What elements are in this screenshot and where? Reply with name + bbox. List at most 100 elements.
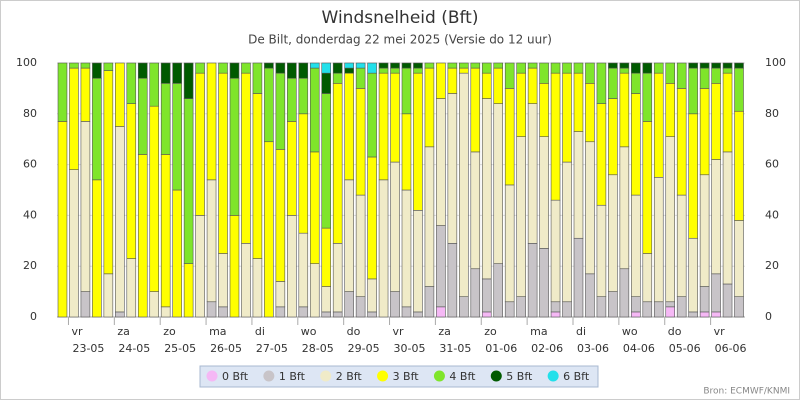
bar-segment bbox=[699, 67, 710, 89]
bar-segment bbox=[722, 72, 733, 153]
bar-segment bbox=[241, 62, 251, 74]
bar-segment bbox=[516, 72, 526, 137]
bar-segment bbox=[57, 121, 68, 318]
bar-segment bbox=[631, 311, 641, 318]
bar-segment bbox=[619, 268, 630, 318]
bar-segment bbox=[699, 286, 710, 313]
bar-segment bbox=[92, 62, 102, 79]
bar-segment bbox=[332, 62, 343, 74]
bar-segment bbox=[550, 311, 561, 318]
bar-segment bbox=[642, 62, 653, 74]
legend-label: 4 Bft bbox=[449, 370, 476, 383]
bar-segment bbox=[401, 62, 412, 69]
bar-segment bbox=[252, 258, 263, 318]
bar-segment bbox=[711, 159, 721, 275]
bar-segment bbox=[195, 72, 205, 216]
bar-segment bbox=[596, 204, 607, 297]
bar-segment bbox=[516, 62, 526, 74]
bar-segment bbox=[424, 286, 435, 318]
bar-segment bbox=[367, 311, 377, 318]
x-tick-day: za bbox=[117, 325, 130, 338]
bar-segment bbox=[115, 311, 125, 318]
bar-segment bbox=[206, 62, 217, 181]
bar-segment bbox=[493, 103, 504, 264]
bar-segment bbox=[504, 301, 515, 318]
bar-segment bbox=[80, 121, 91, 292]
bar-segment bbox=[275, 306, 286, 318]
bar-segment bbox=[516, 136, 526, 297]
bar-segment bbox=[447, 67, 458, 94]
x-tick-date: 04-06 bbox=[623, 342, 655, 355]
bar-segment bbox=[665, 62, 676, 84]
bar-segment bbox=[493, 62, 504, 69]
legend-label: 2 Bft bbox=[336, 370, 363, 383]
bar-segment bbox=[298, 232, 309, 308]
bar-segment bbox=[355, 296, 366, 318]
bar-segment bbox=[550, 62, 561, 74]
bar-segment bbox=[470, 268, 481, 318]
x-tick-day: do bbox=[668, 325, 682, 338]
bar-segment bbox=[149, 105, 160, 292]
bar-segment bbox=[137, 62, 148, 79]
bar-segment bbox=[493, 67, 504, 104]
bar-segment bbox=[57, 62, 68, 122]
bar-segment bbox=[722, 151, 733, 285]
bar-segment bbox=[608, 67, 618, 99]
bar-segment bbox=[275, 149, 286, 282]
bar-segment bbox=[413, 67, 423, 74]
x-tick-day: wo bbox=[301, 325, 317, 338]
bar-segment bbox=[401, 189, 412, 308]
bar-segment bbox=[103, 62, 114, 71]
bar-segment bbox=[699, 62, 710, 69]
bar-segment bbox=[321, 311, 332, 318]
legend-swatch bbox=[263, 370, 275, 382]
y-tick-label: 100 bbox=[16, 56, 37, 69]
bar-segment bbox=[459, 296, 469, 318]
legend-swatch bbox=[547, 370, 559, 382]
bar-segment bbox=[241, 72, 251, 244]
bar-segment bbox=[355, 88, 366, 196]
bar-segment bbox=[275, 62, 286, 74]
bar-segment bbox=[344, 291, 354, 318]
bar-segment bbox=[390, 62, 400, 69]
bar-segment bbox=[711, 83, 721, 160]
bar-segment bbox=[355, 194, 366, 297]
bar-segment bbox=[688, 237, 698, 313]
bar-segment bbox=[527, 243, 538, 318]
bar-segment bbox=[447, 93, 458, 244]
legend-swatch bbox=[490, 370, 502, 382]
bar-segment bbox=[562, 72, 572, 163]
x-tick-day: vr bbox=[71, 325, 83, 338]
bar-segment bbox=[539, 248, 549, 318]
bar-segment bbox=[241, 243, 251, 318]
bar-segment bbox=[287, 215, 297, 318]
bar-segment bbox=[344, 62, 354, 69]
bar-segment bbox=[504, 62, 515, 89]
x-tick-day: vr bbox=[714, 325, 726, 338]
bar-segment bbox=[504, 184, 515, 303]
bar-segment bbox=[206, 301, 217, 318]
bar-segment bbox=[69, 169, 79, 318]
bar-segment bbox=[653, 177, 664, 303]
chart-title: Windsnelheid (Bft) bbox=[322, 8, 479, 28]
bar-segment bbox=[631, 93, 641, 196]
chart-subtitle: De Bilt, donderdag 22 mei 2025 (Versie d… bbox=[248, 33, 552, 47]
bar-segment bbox=[229, 215, 240, 318]
bar-segment bbox=[585, 273, 595, 318]
bar-segment bbox=[298, 306, 309, 318]
bar-segment bbox=[573, 62, 584, 74]
bar-segment bbox=[516, 296, 526, 318]
y-tick-label: 20 bbox=[23, 259, 37, 272]
bar-segment bbox=[653, 301, 664, 318]
bar-segment bbox=[160, 306, 171, 318]
bar-segment bbox=[367, 156, 377, 280]
bar-segment bbox=[481, 62, 492, 74]
bar-segment bbox=[631, 62, 641, 74]
bar-segment bbox=[172, 189, 182, 318]
bar-segment bbox=[665, 83, 676, 137]
bar-segment bbox=[676, 194, 687, 297]
bar-segment bbox=[218, 62, 228, 74]
bar-segment bbox=[562, 62, 572, 74]
bar-segment bbox=[390, 161, 400, 292]
bar-segment bbox=[321, 62, 332, 74]
